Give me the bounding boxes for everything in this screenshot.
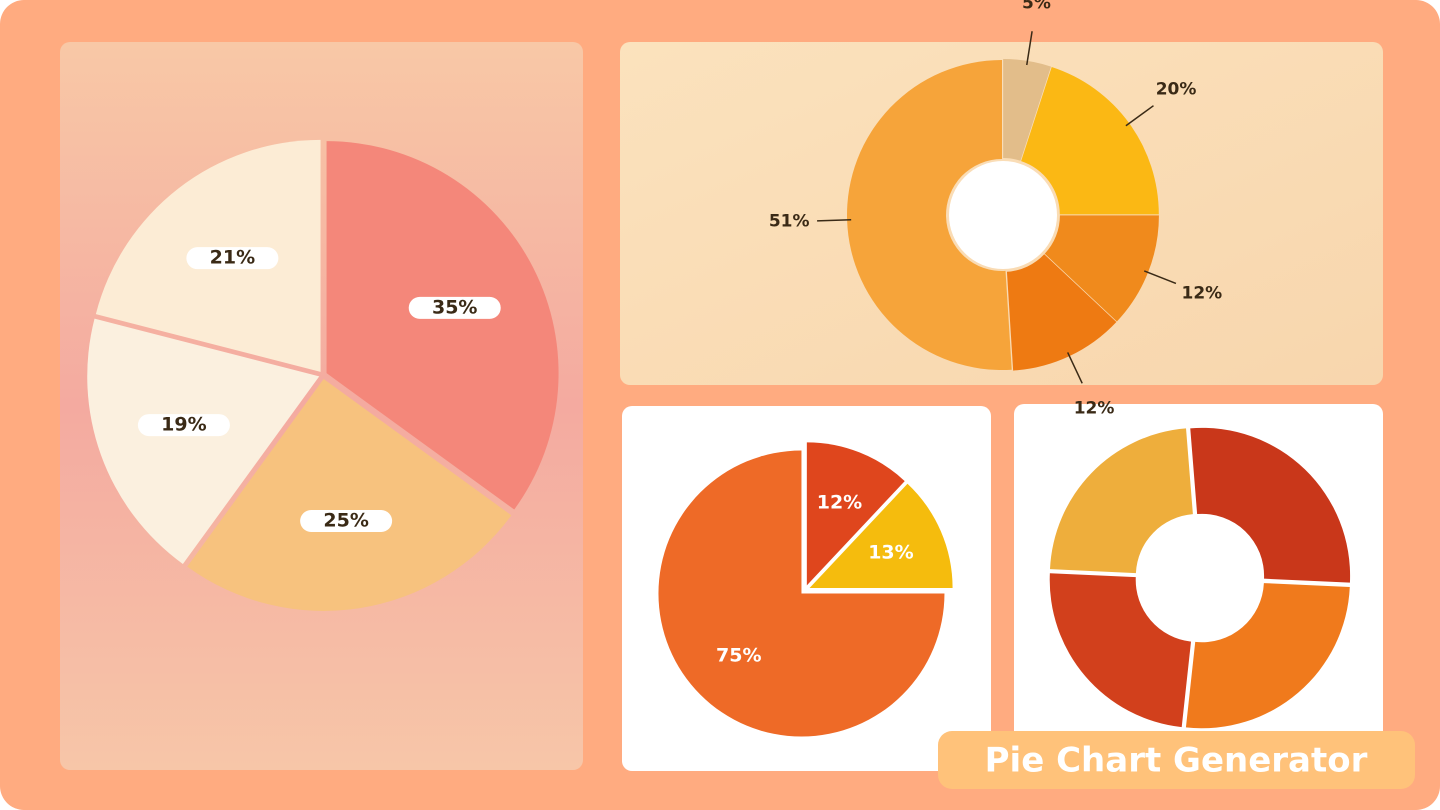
- data-label: 21%: [210, 247, 255, 269]
- slice: [809, 483, 953, 589]
- slice: [87, 318, 320, 565]
- slice: [187, 378, 512, 611]
- slice: [1003, 59, 1052, 161]
- slice: [326, 141, 559, 510]
- slice: [1190, 427, 1351, 583]
- slice: [1006, 254, 1117, 371]
- data-label: 35%: [432, 296, 477, 318]
- data-label: 12%: [1182, 284, 1223, 304]
- slice: [1044, 215, 1159, 322]
- data-label: 19%: [161, 414, 206, 436]
- slice: [806, 442, 905, 586]
- leader-line: [1143, 270, 1177, 285]
- slice: [1049, 428, 1193, 574]
- data-label: 5%: [1022, 0, 1051, 14]
- leader-line: [1026, 31, 1033, 66]
- slice: [658, 450, 945, 737]
- label-pill: [186, 247, 279, 270]
- data-label: 20%: [1156, 79, 1197, 99]
- data-label: 51%: [769, 212, 810, 232]
- label-pill: [137, 414, 230, 437]
- data-label: 12%: [817, 491, 862, 513]
- data-label: 75%: [716, 645, 761, 667]
- data-label: 12%: [1074, 399, 1115, 419]
- leader-line: [1125, 105, 1154, 127]
- slice: [847, 60, 1012, 371]
- title-badge: [938, 731, 1415, 789]
- slice: [1185, 583, 1350, 729]
- slice: [1049, 573, 1192, 728]
- slice: [1021, 66, 1159, 215]
- label-pill: [408, 296, 501, 319]
- data-label: 25%: [323, 510, 368, 532]
- title: Pie Chart Generator: [985, 741, 1368, 781]
- leader-line: [1066, 352, 1083, 384]
- label-pill: [300, 510, 393, 533]
- data-label: 13%: [868, 541, 913, 563]
- leader-line: [817, 219, 852, 222]
- donut-hole-shadow: [949, 161, 1057, 269]
